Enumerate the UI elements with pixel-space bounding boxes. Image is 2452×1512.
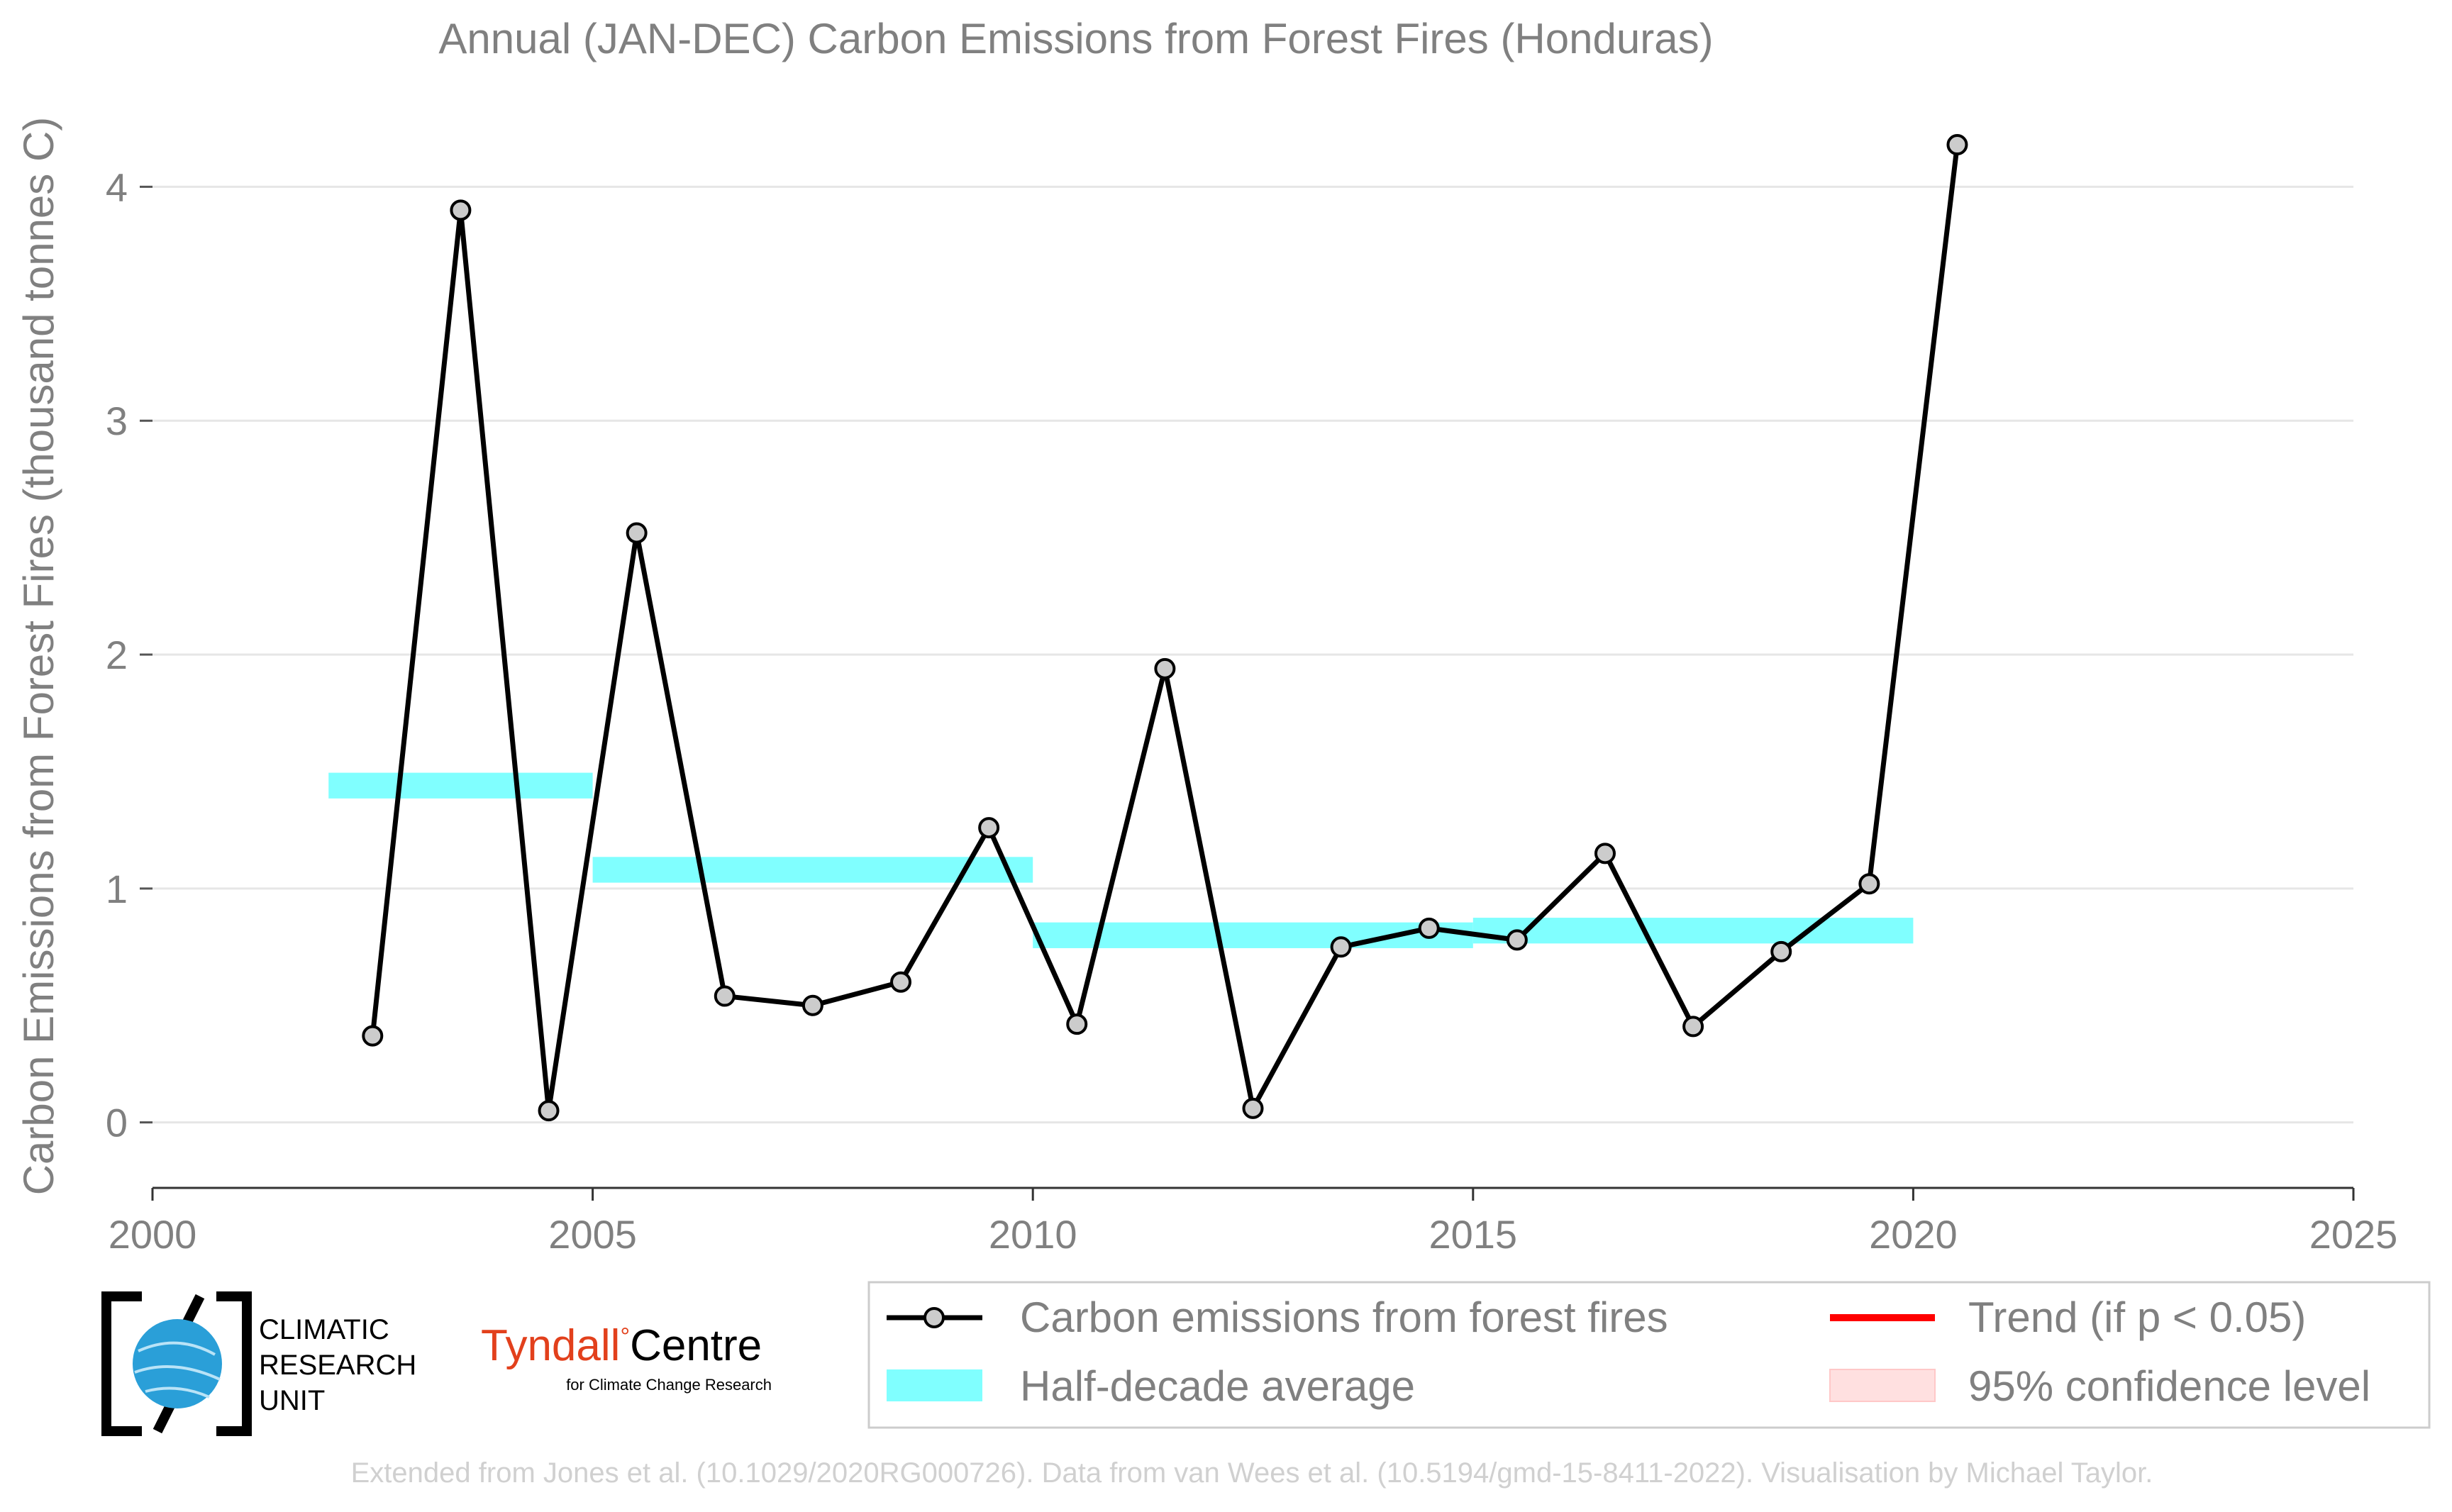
y-tick-label: 2 — [106, 633, 128, 677]
data-point — [1154, 657, 1176, 679]
legend-label-trend: Trend (if p < 0.05) — [1968, 1294, 2306, 1341]
x-tick-label: 2000 — [109, 1212, 197, 1257]
y-axis-label: Carbon Emissions from Forest Fires (thou… — [15, 117, 62, 1196]
data-point — [801, 994, 823, 1016]
legend-label-emissions: Carbon emissions from forest fires — [1020, 1294, 1668, 1341]
cru-bracket-right — [216, 1291, 252, 1436]
chart-title: Annual (JAN-DEC) Carbon Emissions from F… — [438, 15, 1713, 62]
data-point — [1770, 940, 1792, 962]
data-point — [450, 199, 472, 221]
cru-slash-top — [181, 1294, 205, 1328]
series-polyline — [370, 144, 1960, 1113]
cru-line-3: UNIT — [259, 1385, 325, 1416]
tyndall-logo: Tyndall°Centre for Climate Change Resear… — [481, 1321, 772, 1394]
tyndall-subtitle: for Climate Change Research — [566, 1376, 772, 1394]
half-decade-bars — [328, 772, 1914, 948]
data-point — [1330, 936, 1352, 958]
data-point — [890, 971, 912, 993]
axes: 0 1 2 3 4 2000 2005 2010 2015 2020 2025 — [106, 165, 2397, 1257]
data-point — [714, 985, 736, 1007]
data-point — [978, 817, 1000, 839]
data-point — [1418, 917, 1440, 939]
credit-text: Extended from Jones et al. (10.1029/2020… — [351, 1457, 2153, 1489]
cru-bracket-left — [101, 1291, 142, 1436]
data-point — [1946, 134, 1968, 156]
globe-icon — [133, 1319, 222, 1408]
data-point — [1242, 1097, 1264, 1119]
data-point — [538, 1100, 560, 1122]
y-tick-label: 4 — [106, 165, 128, 209]
data-point — [626, 522, 648, 544]
legend-frame — [867, 1281, 2431, 1429]
tyndall-wordmark: Tyndall°Centre — [481, 1321, 762, 1370]
half-decade-bar — [1472, 918, 1914, 944]
legend-label-confidence: 95% confidence level — [1968, 1362, 2370, 1410]
legend-confidence-swatch — [1829, 1369, 1936, 1402]
x-tick-label: 2020 — [1869, 1212, 1958, 1257]
series-line — [362, 134, 1968, 1122]
y-tick-label: 3 — [106, 399, 128, 443]
cru-line-1: CLIMATIC — [259, 1314, 389, 1345]
data-point — [1682, 1016, 1704, 1038]
data-point — [1858, 873, 1880, 895]
legend-marker-swatch — [923, 1307, 945, 1328]
x-tick-label: 2010 — [989, 1212, 1077, 1257]
x-tick-label: 2005 — [548, 1212, 637, 1257]
legend-half-decade-swatch — [887, 1369, 982, 1401]
y-tick-label: 1 — [106, 867, 128, 911]
data-point — [362, 1025, 384, 1047]
x-tick-label: 2015 — [1429, 1212, 1518, 1257]
data-point — [1506, 929, 1528, 951]
data-point — [1594, 843, 1616, 865]
grid-lines — [152, 185, 2353, 1124]
data-point — [1066, 1013, 1088, 1035]
legend: Carbon emissions from forest fires Half-… — [867, 1281, 2431, 1429]
x-tick-label: 2025 — [2309, 1212, 2398, 1257]
half-decade-bar — [328, 772, 593, 799]
legend-label-half-decade: Half-decade average — [1020, 1362, 1415, 1410]
cru-logo: CLIMATIC RESEARCH UNIT — [101, 1291, 416, 1436]
cru-line-2: RESEARCH — [259, 1350, 416, 1381]
y-tick-label: 0 — [106, 1101, 128, 1145]
